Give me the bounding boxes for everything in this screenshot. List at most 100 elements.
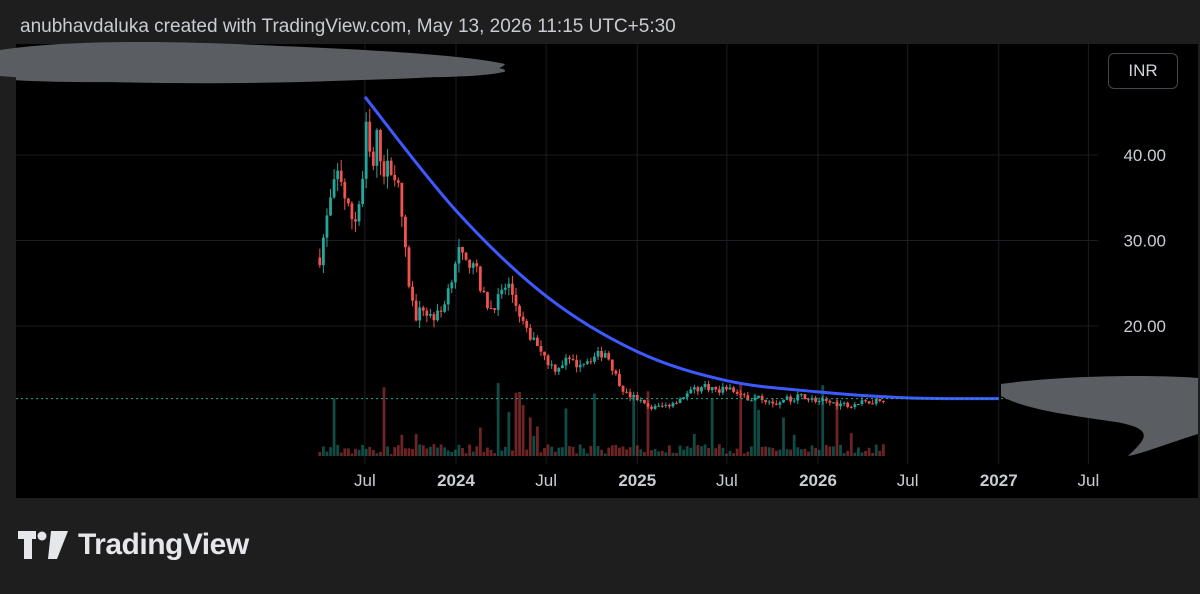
candle-body [500,289,504,295]
candle-body [739,393,743,395]
volume-bar [807,451,810,456]
volume-bar [571,446,575,456]
candle-body [418,307,422,321]
candle-body [735,391,739,394]
volume-bar [710,398,714,456]
candle-body [846,402,850,408]
volume-bar [436,447,439,456]
volume-bar [361,444,365,456]
volume-bar [828,446,832,456]
candle-body [746,395,750,401]
volume-bar [785,449,789,456]
candle-body [535,337,539,347]
candle-body [700,387,703,392]
y-axis-tick-label: 40.00 [1123,146,1166,165]
volume-bar [814,448,817,456]
candle-body [582,363,586,365]
candle-body [807,399,810,401]
x-axis-tick-label: Jul [716,471,738,490]
candle-body [874,399,878,404]
volume-bar [528,417,532,456]
volume-bar [589,445,593,456]
volume-bar [354,448,357,456]
volume-bar [336,444,340,456]
candle-body [421,307,425,311]
volume-bar [771,447,775,456]
candle-body [657,405,661,407]
volume-bar [329,447,332,456]
candle-body [318,257,322,266]
candle-body [803,394,807,400]
chart-panel[interactable]: Jul 2024 Jul 2025 Jul 2026 Jul 2027 Jul 20.00 30.0… [16,44,1198,498]
volume-bar [596,445,600,456]
volume-bar [735,448,739,456]
volume-bar [507,411,511,456]
volume-bar [639,449,643,456]
candle-body [632,394,636,398]
candle-body [814,397,817,402]
candle-body [450,282,454,289]
volume-bar [471,451,475,456]
candle-body [639,399,643,401]
volume-bar [421,445,425,456]
candle-body [764,400,768,403]
volume-bar [700,446,703,456]
volume-bar [575,453,579,456]
volume-bar [525,449,529,456]
volume-bar [689,447,693,456]
volume-bar [853,452,857,456]
tradingview-logo: TradingView [18,528,249,562]
volume-bar [375,453,379,456]
volume-bar [678,445,682,456]
candle-body [650,406,653,409]
candle-body [671,402,675,407]
volume-bar [664,452,668,456]
x-axis-tick-label: Jul [897,471,919,490]
volume-bar [350,453,354,456]
price-chart[interactable]: Jul 2024 Jul 2025 Jul 2026 Jul 2027 Jul 20.00 30.0… [16,44,1198,498]
volume-bar [864,450,867,456]
candle-body [618,373,621,386]
candle-body [393,174,397,181]
y-axis-tick-label: 20.00 [1123,317,1166,336]
candle-body [428,314,432,316]
candle-body [789,396,793,402]
volume-bar [411,449,414,456]
volume-bar [667,445,671,456]
volume-bar [799,449,803,456]
volume-bar [453,449,457,456]
volume-bar [867,447,871,456]
candle-body [871,403,875,405]
candle-body [614,370,618,374]
volume-bar [582,448,586,456]
volume-bar [714,448,718,456]
volume-bar [703,444,707,456]
candle-body [853,404,857,408]
candle-body [575,359,579,368]
volume-bar [371,450,375,456]
candle-body [346,198,350,204]
volume-bar [835,399,839,456]
candle-body [361,178,365,205]
candle-body [839,403,842,407]
volume-bar [881,444,885,456]
candle-body [557,368,561,372]
candle-body [728,387,732,390]
volume-bar [839,444,842,456]
candle-body [857,403,860,405]
candle-body [368,121,372,152]
volume-bar [325,451,329,456]
candle-body [603,353,607,358]
currency-button[interactable]: INR [1108,53,1178,89]
candle-body [760,395,764,401]
volume-bar [332,398,336,456]
volume-bar [321,446,325,456]
volume-bar [739,382,743,456]
candle-body [382,161,386,177]
volume-bar [660,450,664,456]
candle-body [710,387,714,391]
candle-body [364,121,368,179]
volume-bar [749,446,753,456]
volume-bar [482,451,486,456]
volume-bar [532,435,536,456]
